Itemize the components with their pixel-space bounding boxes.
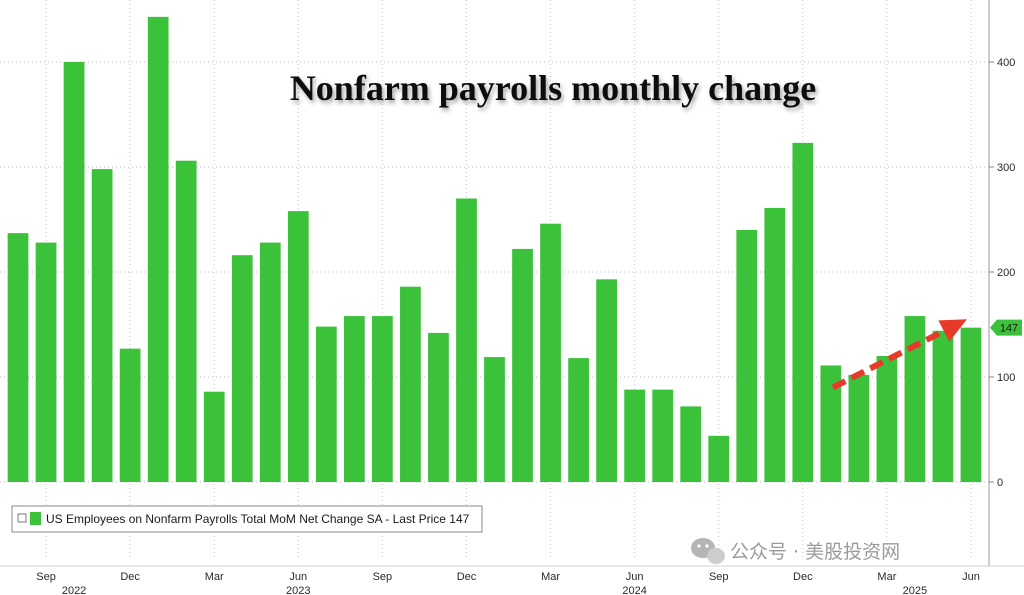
- bar: [456, 198, 477, 482]
- trend-arrow: [831, 319, 967, 391]
- bar: [203, 391, 225, 482]
- bar: [848, 374, 870, 482]
- chart-title: Nonfarm payrolls monthly change: [290, 68, 816, 108]
- y-tick-label: 400: [997, 57, 1015, 69]
- bar: [343, 316, 365, 482]
- legend-box: [11, 505, 483, 533]
- x-tick-label: Mar: [541, 571, 560, 583]
- x-tick-label: Sep: [709, 571, 729, 583]
- bar: [680, 406, 702, 482]
- bar: [484, 357, 505, 482]
- bar: [932, 330, 954, 482]
- x-year-label: 2025: [903, 585, 927, 595]
- bar: [147, 16, 169, 482]
- bar: [400, 286, 421, 482]
- x-tick-label: Dec: [120, 571, 140, 583]
- wechat-icon: [691, 538, 725, 564]
- y-tick-label: 0: [997, 477, 1003, 489]
- x-tick-label: Sep: [36, 571, 56, 583]
- x-axis-ticks: Sep Dec Mar Jun Sep Dec Mar Jun Sep Dec Mar Jun 2022…: [0, 565, 1024, 595]
- x-tick-label: Jun: [626, 571, 644, 583]
- bar: [63, 62, 85, 482]
- x-year-label: 2024: [622, 585, 646, 595]
- legend: US Employees on Nonfarm Payrolls Total M…: [11, 505, 483, 533]
- watermark: 公众号 · 美股投资网: [691, 538, 900, 564]
- last-price-tag-shape: [990, 319, 1022, 336]
- bar: [7, 233, 29, 482]
- x-tick-label: Dec: [793, 571, 813, 583]
- bar: [428, 332, 449, 482]
- bar: [624, 389, 646, 482]
- bar: [876, 356, 898, 482]
- bar: [764, 207, 786, 482]
- x-year-label: 2023: [286, 585, 310, 595]
- x-tick-label: Dec: [457, 571, 477, 583]
- bar: [596, 279, 617, 482]
- legend-label: US Employees on Nonfarm Payrolls Total M…: [46, 512, 470, 526]
- bar: [35, 242, 57, 482]
- bar: [372, 316, 393, 482]
- last-price-marker: 147: [990, 319, 1022, 336]
- bar: [820, 365, 842, 482]
- legend-swatch: [30, 512, 41, 525]
- bar: [904, 316, 926, 482]
- bar: [512, 248, 533, 482]
- bar: [287, 211, 309, 482]
- bar: [175, 160, 197, 482]
- x-year-label: 2022: [62, 585, 86, 595]
- bar: [792, 142, 814, 482]
- last-price-label: 147: [1000, 323, 1018, 335]
- y-tick-label: 300: [997, 162, 1015, 174]
- x-tick-label: Mar: [205, 571, 224, 583]
- bar: [736, 230, 758, 482]
- bar: [708, 435, 730, 482]
- x-tick-label: Jun: [962, 571, 980, 583]
- bar: [231, 255, 253, 482]
- bar: [960, 327, 982, 482]
- y-tick-label: 200: [997, 267, 1015, 279]
- x-tick-label: Jun: [289, 571, 307, 583]
- bar: [315, 326, 337, 482]
- bar: [259, 242, 281, 482]
- bar: [568, 358, 589, 482]
- bar: [652, 389, 674, 482]
- x-tick-label: Sep: [373, 571, 393, 583]
- bars: [7, 16, 982, 482]
- y-axis-ticks: 0 100 200 300 400: [989, 57, 1015, 489]
- legend-toggle-icon[interactable]: [17, 513, 27, 523]
- x-tick-label: Mar: [877, 571, 896, 583]
- bar: [540, 223, 561, 482]
- y-tick-label: 100: [997, 372, 1015, 384]
- trend-arrow-head: [938, 319, 967, 342]
- bar: [91, 169, 113, 482]
- watermark-text: 公众号 · 美股投资网: [730, 541, 900, 563]
- bar: [119, 348, 141, 482]
